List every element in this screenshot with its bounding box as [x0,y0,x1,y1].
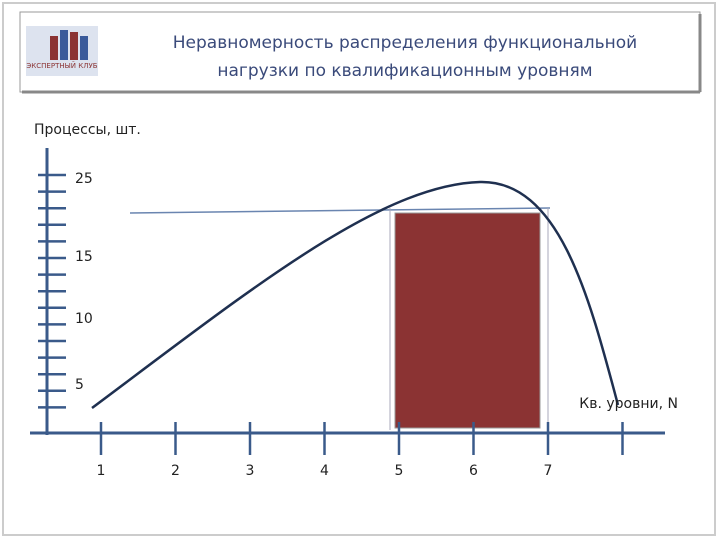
logo-bar [70,32,78,60]
logo-text: ЭКСПЕРТНЫЙ КЛУБ [26,61,97,70]
x-label: 7 [544,463,553,479]
level-line [129,207,551,214]
logo-bar [50,36,58,60]
x-label: 6 [469,463,478,479]
x-ticks: 1 2 3 4 5 6 7 [97,422,624,479]
x-label: 2 [171,463,180,479]
logo-bar [80,36,88,60]
y-ticks: 25 15 10 5 [38,171,93,409]
y-label: 15 [75,249,93,265]
logo: ЭКСПЕРТНЫЙ КЛУБ [26,26,98,76]
y-axis-label: Процессы, шт. [34,122,141,138]
y-label: 25 [75,171,93,187]
x-axis-label: Кв. уровни, N [579,396,678,412]
title: нагрузки по квалификационным уровням [217,61,592,81]
title: Неравномерность распределения функционал… [173,33,637,53]
title-box [19,11,701,93]
x-label: 5 [395,463,404,479]
x-label: 1 [97,463,106,479]
highlight-rect [394,212,541,429]
y-label: 10 [75,311,93,327]
x-label: 3 [246,463,255,479]
curve [91,180,620,410]
y-label: 5 [75,377,84,393]
logo-bar [60,30,68,60]
x-label: 4 [320,463,329,479]
